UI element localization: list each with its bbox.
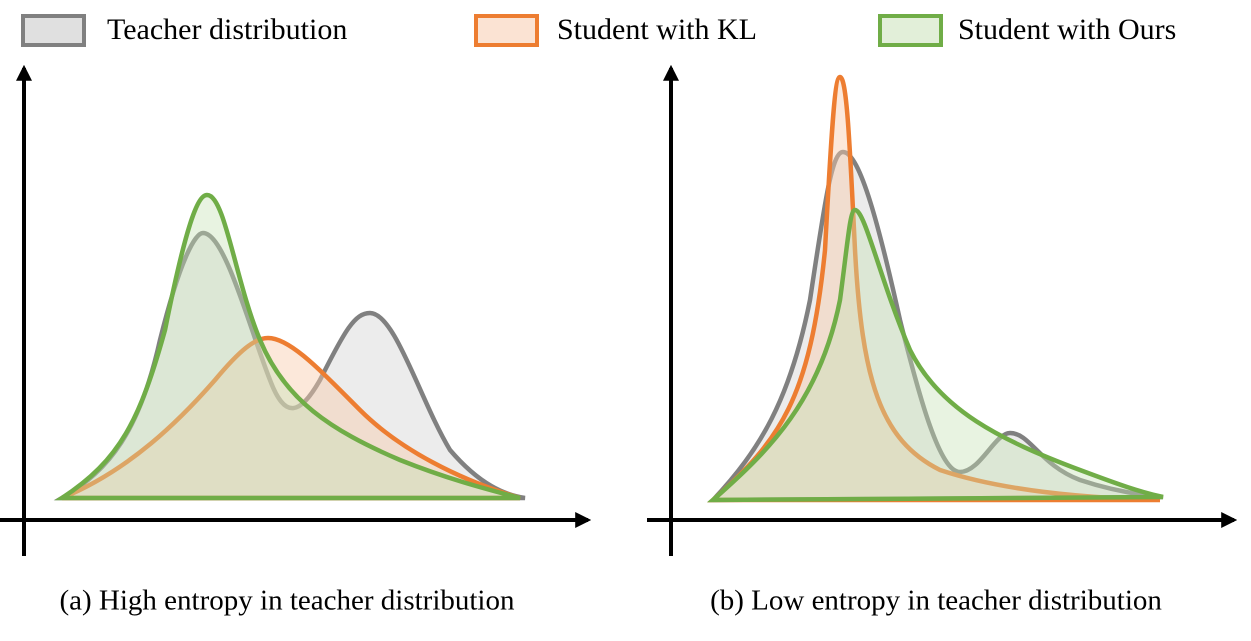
legend-label: Teacher distribution — [107, 13, 347, 46]
kl-curve — [61, 335, 521, 501]
caption: (b) Low entropy in teacher distribution — [710, 585, 1162, 617]
kl-curve — [707, 74, 1161, 503]
panel-b: (b) Low entropy in teacher distribution — [647, 64, 1238, 617]
panel-a: (a) High entropy in teacher distribution — [0, 64, 592, 617]
caption: (a) High entropy in teacher distribution — [59, 585, 515, 617]
legend: Teacher distribution Student with KL Stu… — [21, 13, 1176, 47]
legend-swatch — [21, 14, 86, 47]
legend-swatch — [474, 14, 539, 47]
legend-label: Student with KL — [557, 13, 757, 46]
legend-label: Student with Ours — [958, 13, 1176, 46]
ours-curve — [706, 207, 1164, 503]
ours-curve — [54, 192, 521, 501]
legend-swatch — [878, 14, 943, 47]
